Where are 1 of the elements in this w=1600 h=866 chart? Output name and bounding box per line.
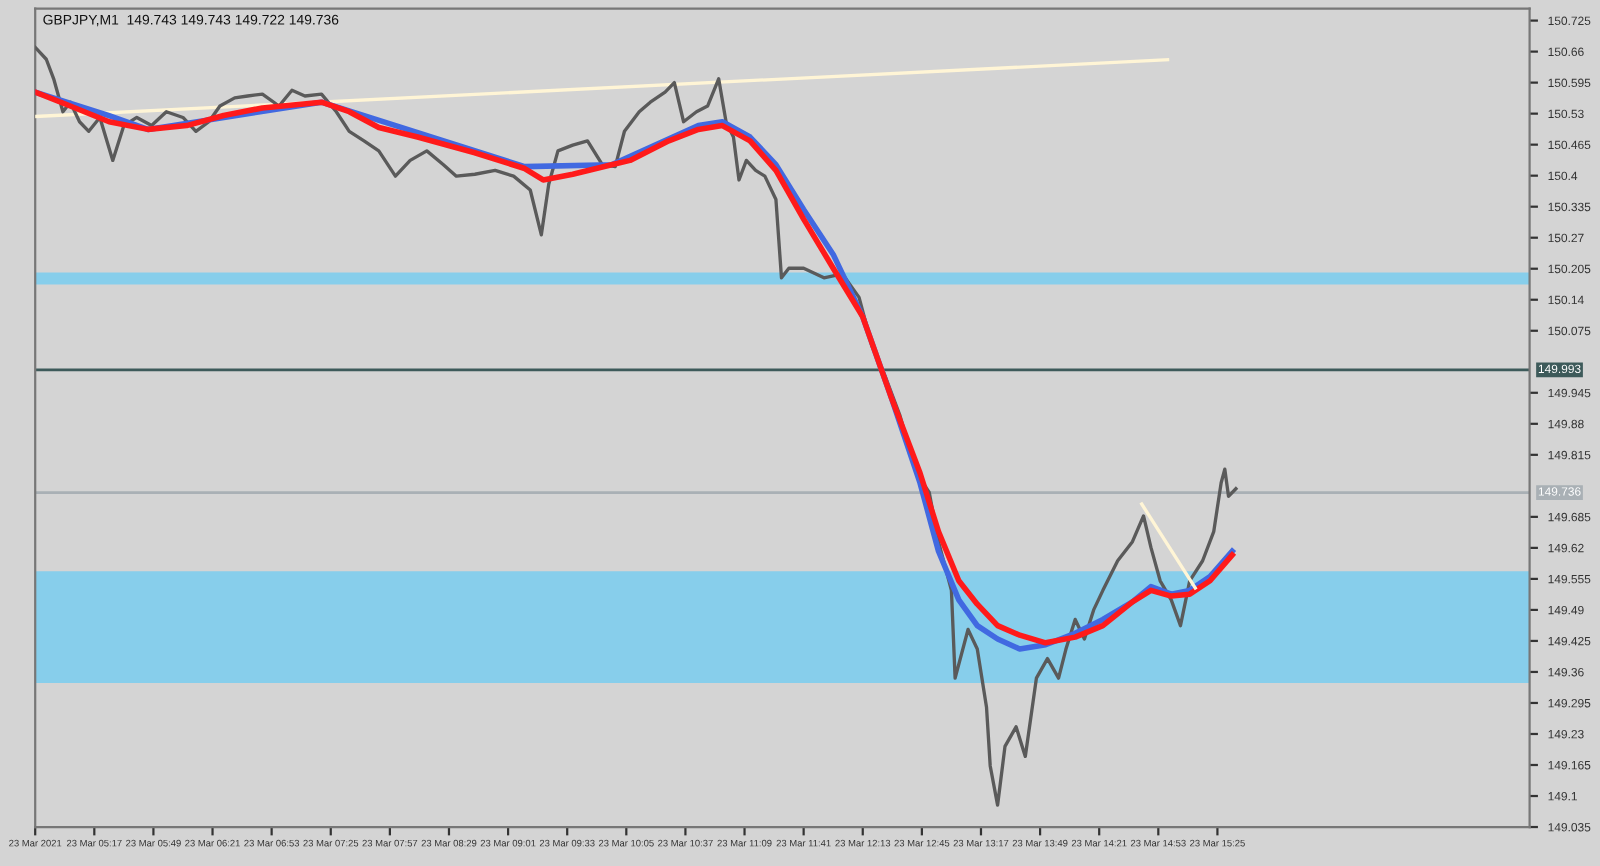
line-series xyxy=(35,45,1238,807)
